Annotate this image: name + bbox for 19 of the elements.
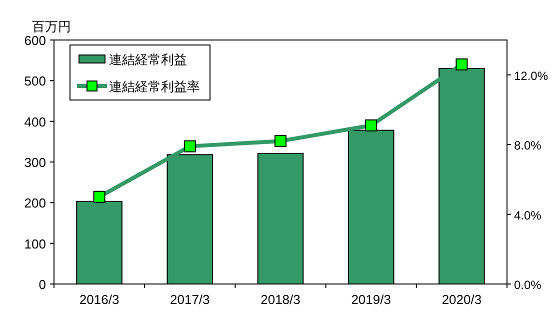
x-tick-label: 2019/3 bbox=[351, 292, 391, 307]
y-tick-label: 600 bbox=[24, 33, 46, 48]
y-tick-label: 0 bbox=[38, 277, 46, 292]
y-tick-label: 200 bbox=[24, 196, 46, 211]
legend-label: 連結経常利益率 bbox=[109, 79, 200, 94]
y2-tick-label: 12.0% bbox=[514, 68, 548, 83]
y2-tick-label: 8.0% bbox=[514, 138, 542, 153]
x-tick-label: 2017/3 bbox=[170, 292, 210, 307]
x-tick-label: 2016/3 bbox=[79, 292, 120, 307]
y2-tick-label: 0.0% bbox=[514, 278, 542, 292]
x-tick-label: 2018/3 bbox=[260, 292, 300, 307]
y-axis-title: 百万円 bbox=[32, 19, 71, 34]
x-tick-label: 2020/3 bbox=[442, 292, 482, 307]
y2-tick-label: 4.0% bbox=[514, 208, 542, 222]
y-tick-label: 500 bbox=[24, 74, 46, 89]
legend-label: 連結経常利益 bbox=[109, 52, 187, 67]
y-tick-label: 300 bbox=[24, 155, 46, 170]
y-tick-label: 100 bbox=[24, 236, 46, 252]
y-tick-label: 400 bbox=[24, 114, 46, 130]
